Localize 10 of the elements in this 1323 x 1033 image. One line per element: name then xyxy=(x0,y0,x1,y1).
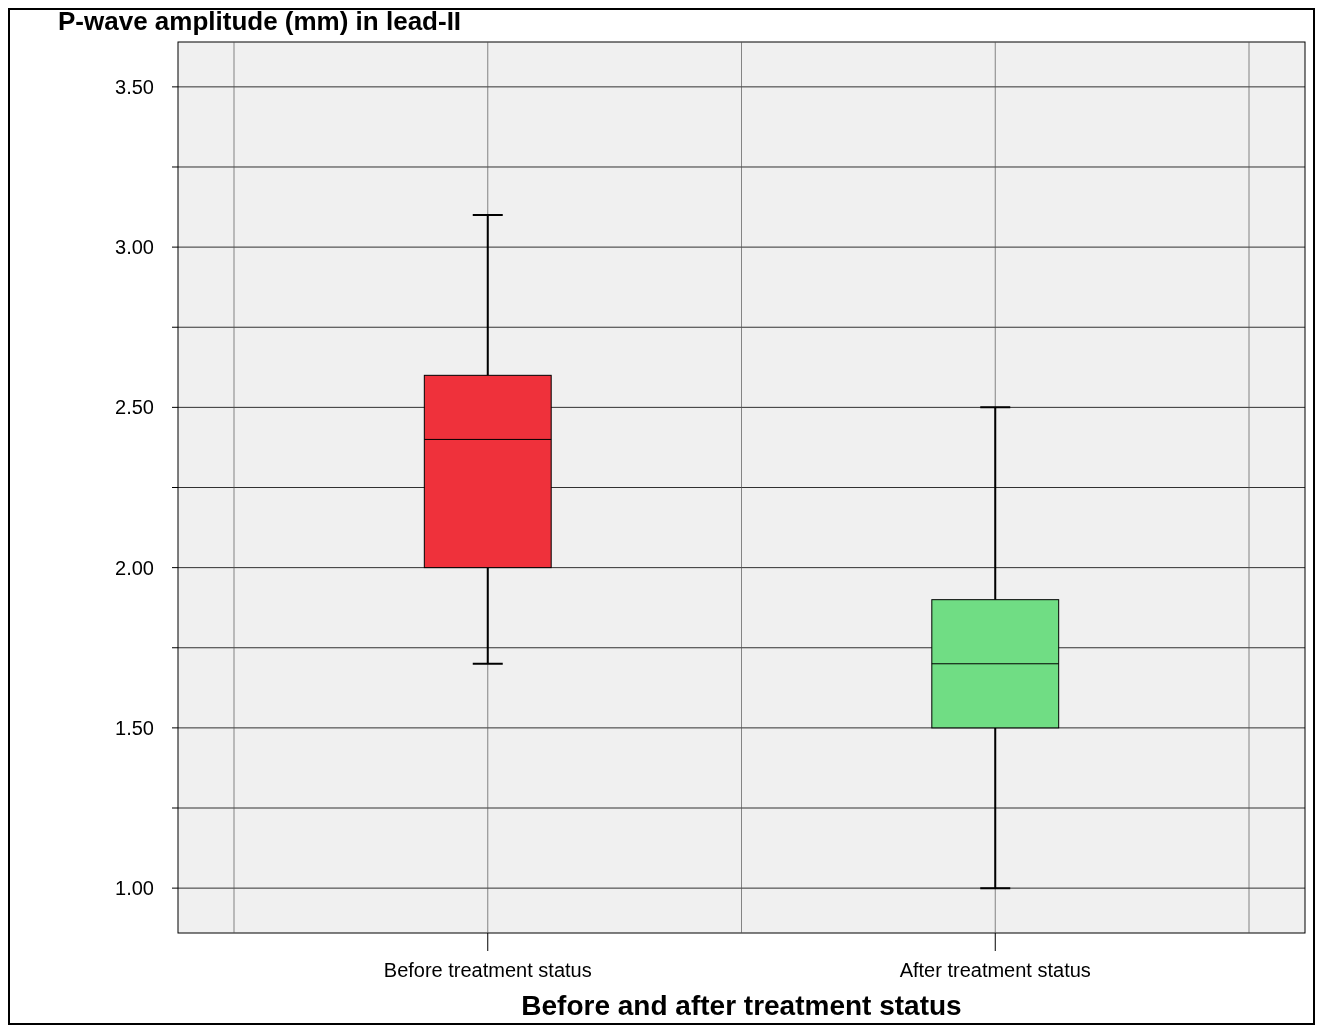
y-tick-label: 3.00 xyxy=(115,236,154,259)
y-tick-label: 3.50 xyxy=(115,75,154,98)
x-tick-label: After treatment status xyxy=(899,959,1091,981)
x-axis-title: Before and after treatment status xyxy=(521,990,962,1021)
x-tick-label: Before treatment status xyxy=(383,959,592,981)
y-tick-label: 1.00 xyxy=(115,877,154,900)
y-tick-label: 1.50 xyxy=(115,716,154,739)
y-tick-label: 2.50 xyxy=(115,396,154,419)
y-axis-title: P-wave amplitude (mm) in lead-II xyxy=(58,6,462,36)
y-tick-label: 2.00 xyxy=(115,556,154,579)
